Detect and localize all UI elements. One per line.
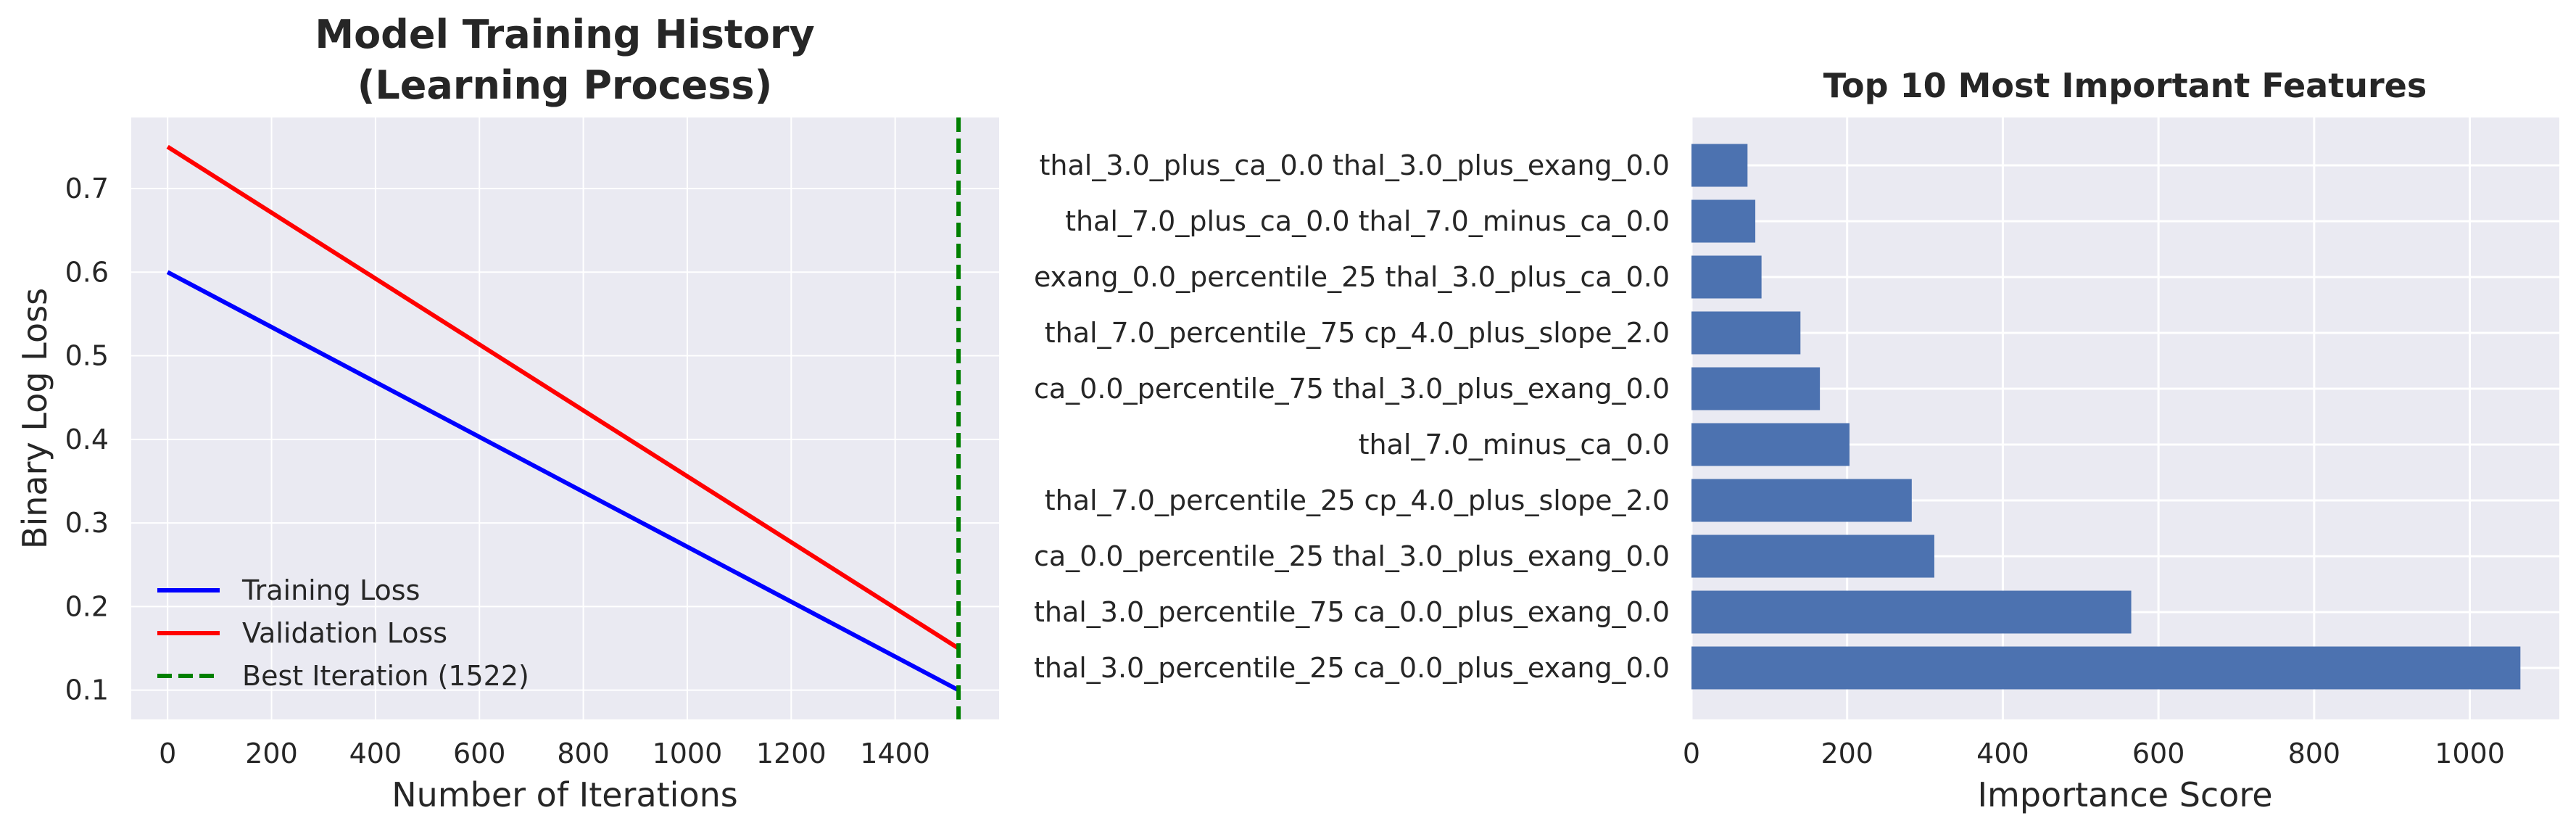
y-tick-labels: 0.1 0.2 0.3 0.4 0.5 0.6 0.7 (65, 173, 109, 706)
x-axis-label: Number of Iterations (392, 775, 737, 814)
legend-label-training: Training Loss (241, 574, 420, 606)
x-tick-labels: 0 200 400 600 800 1000 (1683, 738, 2505, 769)
y-axis-label: Binary Log Loss (15, 288, 54, 549)
y-tick-label: 0.6 (65, 256, 109, 288)
legend: Training Loss Validation Loss Best Itera… (157, 574, 529, 692)
x-tick-label: 200 (1821, 738, 1873, 769)
x-tick-label: 400 (1976, 738, 2029, 769)
bar (1691, 646, 2521, 690)
y-tick-label: 0.3 (65, 507, 109, 539)
x-axis-label: Importance Score (1977, 775, 2272, 814)
category-label: thal_3.0_percentile_25 ca_0.0_plus_exang… (1034, 652, 1670, 684)
x-tick-label: 1200 (756, 738, 827, 769)
bar (1691, 199, 1756, 243)
x-tick-label: 1000 (2435, 738, 2505, 769)
bars (1691, 144, 2521, 690)
y-tick-label: 0.7 (65, 173, 109, 205)
category-label: thal_7.0_percentile_25 cp_4.0_plus_slope… (1045, 484, 1670, 516)
x-tick-label: 600 (453, 738, 506, 769)
x-tick-label: 800 (557, 738, 610, 769)
series-lines (166, 117, 961, 719)
legend-label-best-iteration: Best Iteration (1522) (242, 660, 529, 692)
category-label: exang_0.0_percentile_25 thal_3.0_plus_ca… (1034, 261, 1670, 293)
chart-title-line-2: (Learning Process) (357, 62, 773, 108)
feature-importance-chart: 0 200 400 600 800 1000 thal_3.0_plus_ca_0.0 t… (1034, 66, 2559, 814)
bar (1691, 534, 1934, 578)
category-label: thal_7.0_percentile_75 cp_4.0_plus_slope… (1045, 317, 1670, 349)
category-label: ca_0.0_percentile_25 thal_3.0_plus_exang… (1034, 540, 1670, 572)
training-loss-line (166, 270, 960, 693)
bar (1691, 479, 1912, 522)
y-tick-label: 0.1 (65, 674, 109, 706)
y-tick-label: 0.2 (65, 590, 109, 622)
x-tick-label: 1000 (653, 738, 723, 769)
x-tick-label: 0 (1683, 738, 1700, 769)
x-tick-label: 400 (349, 738, 402, 769)
gridlines (131, 117, 999, 719)
x-tick-label: 800 (2288, 738, 2341, 769)
x-tick-label: 0 (159, 738, 176, 769)
bar (1691, 367, 1821, 410)
x-tick-label: 1400 (860, 738, 930, 769)
category-label: thal_7.0_plus_ca_0.0 thal_7.0_minus_ca_0… (1065, 205, 1670, 237)
category-label: thal_7.0_minus_ca_0.0 (1359, 429, 1670, 461)
y-tick-label: 0.4 (65, 424, 109, 455)
x-tick-labels: 0 200 400 600 800 1000 1200 1400 (159, 738, 930, 769)
bar (1691, 255, 1762, 299)
category-label: thal_3.0_percentile_75 ca_0.0_plus_exang… (1034, 596, 1670, 628)
legend-label-validation: Validation Loss (242, 617, 447, 649)
bar (1691, 590, 2132, 634)
validation-loss-line (166, 144, 960, 651)
category-label: ca_0.0_percentile_75 thal_3.0_plus_exang… (1034, 373, 1670, 405)
category-labels: thal_3.0_plus_ca_0.0 thal_3.0_plus_exang… (1034, 149, 1670, 684)
x-tick-label: 200 (245, 738, 298, 769)
chart-title: Top 10 Most Important Features (1823, 66, 2427, 105)
chart-title-line-1: Model Training History (315, 12, 814, 57)
category-label: thal_3.0_plus_ca_0.0 thal_3.0_plus_exang… (1040, 149, 1670, 181)
x-tick-label: 600 (2132, 738, 2185, 769)
bar (1691, 144, 1748, 187)
training-history-chart: 0 200 400 600 800 1000 1200 1400 0.10.20.30.40.… (15, 12, 999, 814)
y-tick-label: 0.5 (65, 340, 109, 372)
bar (1691, 423, 1850, 466)
bar (1691, 311, 1801, 355)
